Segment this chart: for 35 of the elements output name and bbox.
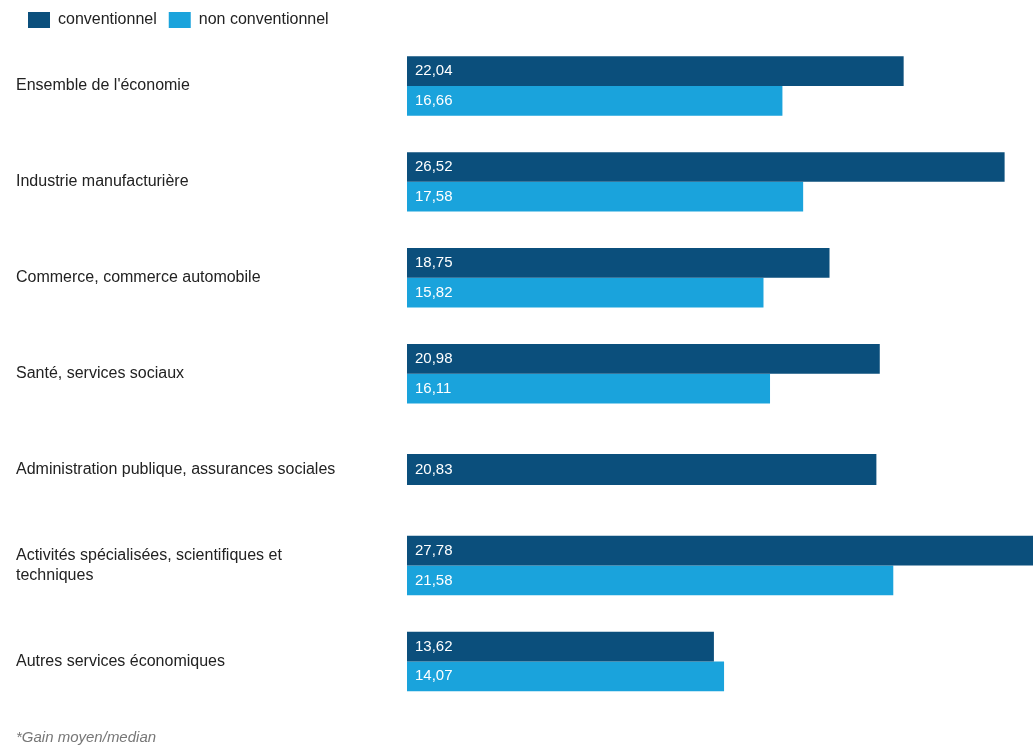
- bar: [407, 631, 714, 662]
- data-label: 17,58: [415, 186, 453, 204]
- text: *Gain moyen/median: [16, 728, 157, 745]
- bar: [407, 343, 880, 374]
- y-tick-label: Santé, services sociaux: [16, 364, 185, 382]
- y-tick-label: Ensemble de l'économie: [16, 76, 190, 94]
- y-tick-label: Activités spécialisées, scientifiques et techniques: [16, 546, 283, 583]
- data-label: 16,11: [415, 378, 452, 396]
- bar: [407, 248, 830, 278]
- data-label: 16,66: [415, 90, 453, 108]
- bar: [407, 152, 1005, 182]
- data-label: 20,98: [415, 348, 453, 366]
- y-tick-label: Administration publique, assurances sociales: [16, 460, 336, 478]
- y-tick-label: Commerce, commerce automobile: [16, 268, 261, 286]
- legend-label: non conventionnel: [198, 10, 329, 28]
- bar: [407, 535, 1033, 566]
- bar: [407, 56, 904, 86]
- data-label: 15,82: [415, 282, 453, 300]
- data-label: 26,52: [415, 157, 453, 175]
- bar: [407, 661, 725, 692]
- bar: [407, 565, 894, 596]
- bar: [407, 373, 771, 404]
- bar: [407, 277, 764, 308]
- legend-label: conventionnel: [58, 10, 157, 28]
- data-label: 27,78: [415, 540, 453, 558]
- data-label: 14,07: [415, 666, 453, 684]
- bar: [407, 85, 783, 116]
- bar: [407, 181, 804, 212]
- data-label: 21,58: [415, 570, 453, 588]
- y-tick-label: Industrie manufacturière: [16, 172, 189, 190]
- data-label: 18,75: [415, 253, 453, 271]
- data-label: 22,04: [415, 61, 453, 79]
- data-label: 20,83: [415, 459, 453, 477]
- data-label: 13,62: [415, 636, 453, 654]
- y-tick-label: Autres services économiques: [16, 651, 225, 669]
